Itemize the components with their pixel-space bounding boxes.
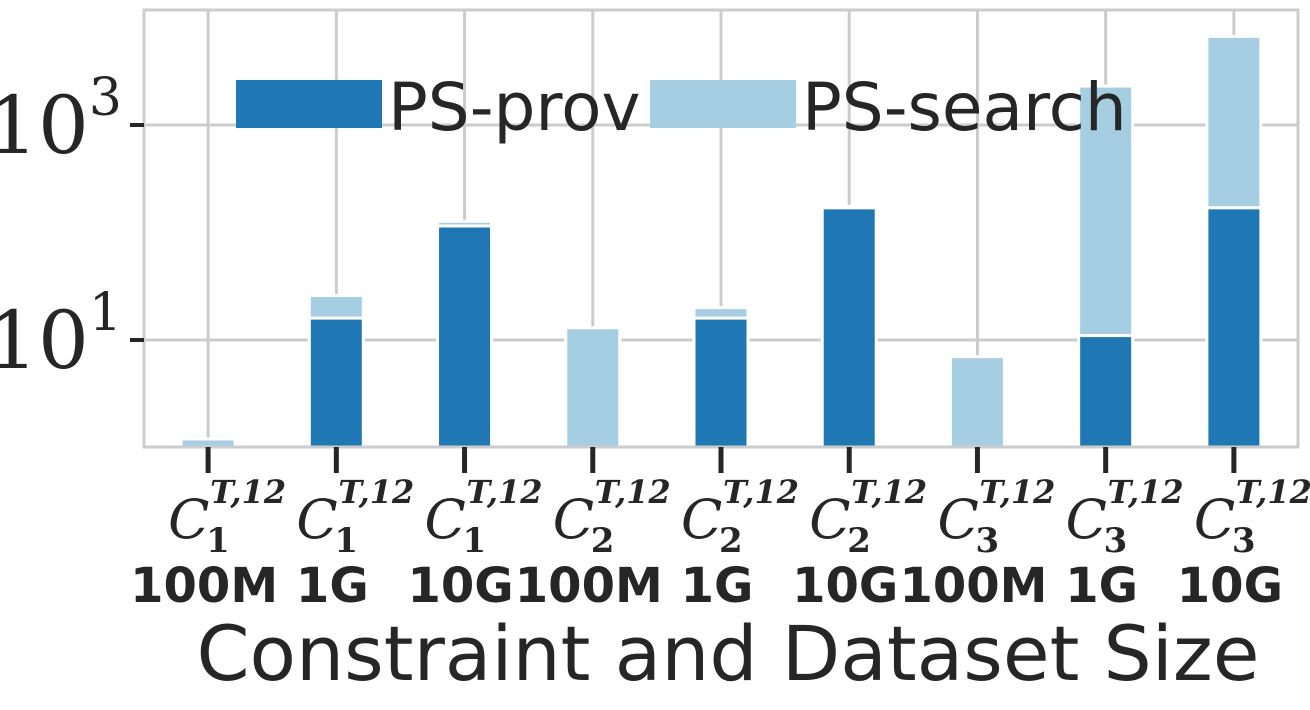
- x-tick-superscript: T,12: [595, 473, 671, 511]
- legend-swatch-ps-prov: [236, 80, 382, 128]
- y-tick-label: 101: [0, 283, 122, 387]
- x-tick-constraint: C: [296, 488, 337, 551]
- x-tick-constraint: C: [168, 488, 209, 551]
- x-tick-dataset-size: 10G: [792, 558, 898, 614]
- x-tick-superscript: T,12: [467, 473, 543, 511]
- x-tick-superscript: T,12: [210, 473, 286, 511]
- x-tick-subscript: 1: [206, 521, 230, 561]
- x-tick-subscript: 2: [847, 521, 871, 561]
- x-tick-subscript: 1: [463, 521, 487, 561]
- x-tick-constraint: C: [1194, 488, 1235, 551]
- x-tick-constraint: C: [809, 488, 850, 551]
- x-tick-dataset-size: 100M: [515, 558, 663, 614]
- bar-ps-prov: [1205, 206, 1263, 449]
- x-tick-dataset-size: 100M: [130, 558, 278, 614]
- x-axis-label: Constraint and Dataset Size: [196, 609, 1259, 698]
- x-tick-label: C T,12 31G: [1065, 473, 1183, 614]
- bar-ps-prov: [307, 316, 365, 449]
- x-tick-subscript: 3: [1104, 521, 1128, 561]
- bar-ps-search: [1205, 34, 1263, 210]
- x-tick-superscript: T,12: [338, 473, 414, 511]
- bar-ps-search: [820, 204, 878, 210]
- x-tick-superscript: T,12: [1108, 473, 1184, 511]
- bar-ps-search: [564, 326, 622, 449]
- bar-ps-prov: [692, 316, 750, 449]
- bar-ps-prov: [436, 224, 494, 449]
- x-tick-subscript: 3: [1232, 521, 1256, 561]
- x-tick-subscript: 2: [591, 521, 615, 561]
- x-tick-subscript: 1: [334, 521, 358, 561]
- legend-label-ps-search: PS-search: [802, 69, 1127, 146]
- x-tick-label: C T,12 11G: [296, 473, 414, 614]
- y-tick-label: 103: [0, 68, 122, 172]
- x-tick-superscript: T,12: [851, 473, 927, 511]
- x-tick-constraint: C: [681, 488, 722, 551]
- x-tick-constraint: C: [1066, 488, 1107, 551]
- x-tick-superscript: T,12: [979, 473, 1055, 511]
- x-tick-dataset-size: 1G: [1065, 558, 1138, 614]
- bar-ps-prov: [820, 206, 878, 449]
- legend-swatch-ps-search: [650, 80, 796, 128]
- x-tick-dataset-size: 1G: [681, 558, 754, 614]
- x-tick-dataset-size: 10G: [1177, 558, 1283, 614]
- bar-ps-prov: [1077, 334, 1135, 449]
- bar-ps-search: [1077, 84, 1135, 338]
- x-tick-superscript: T,12: [723, 473, 799, 511]
- bar-ps-search: [307, 293, 365, 320]
- x-tick-constraint: C: [553, 488, 594, 551]
- bar-ps-search: [436, 219, 494, 228]
- bar-ps-search: [948, 355, 1006, 449]
- x-tick-constraint: C: [937, 488, 978, 551]
- bar-ps-search: [692, 306, 750, 320]
- x-tick-subscript: 3: [975, 521, 999, 561]
- x-tick-subscript: 2: [719, 521, 743, 561]
- legend-label-ps-prov: PS-prov: [388, 69, 641, 146]
- x-tick-superscript: T,12: [1236, 473, 1310, 511]
- x-tick-label: C T,12 21G: [681, 473, 799, 614]
- x-tick-dataset-size: 100M: [899, 558, 1047, 614]
- legend: PS-prov PS-search: [236, 69, 1127, 146]
- bars-layer: [179, 34, 1263, 449]
- x-tick-constraint: C: [425, 488, 466, 551]
- x-tick-dataset-size: 10G: [407, 558, 513, 614]
- y-axis: 101 103: [0, 68, 144, 387]
- x-tick-dataset-size: 1G: [296, 558, 369, 614]
